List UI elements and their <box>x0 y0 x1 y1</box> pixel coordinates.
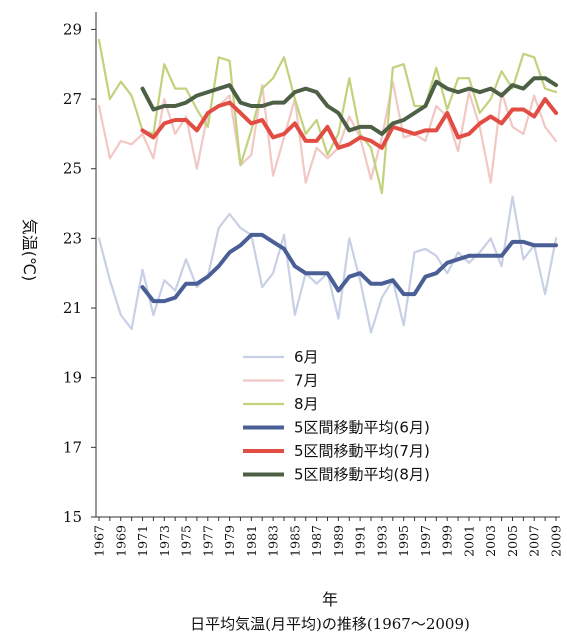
legend-label: 8月 <box>294 395 319 413</box>
y-tick-label: 19 <box>63 369 82 387</box>
x-tick-label: 1983 <box>266 525 281 557</box>
series-lines <box>97 38 558 334</box>
legend: 6月 7月 8月 5区間移動平均(6月) 5区間移動平均(7月) 5区間移動平均(8月) <box>243 348 430 484</box>
series-line-5 <box>140 97 558 150</box>
x-tick-label: 2005 <box>505 525 520 557</box>
x-axis: 1967 1969 1971 1973 1975 1977 1979 1981 1983 1985… <box>92 516 564 557</box>
x-tick-label: 2001 <box>461 525 476 557</box>
series-line-3 <box>97 38 558 195</box>
x-tick-label: 1981 <box>244 525 259 557</box>
x-tick-label: 1995 <box>396 525 411 557</box>
x-tick-label: 1975 <box>179 525 194 557</box>
legend-label: 5区間移動平均(8月) <box>294 466 430 484</box>
x-axis-label: 年 <box>322 590 338 609</box>
legend-label: 6月 <box>294 348 319 366</box>
x-tick-label: 1993 <box>374 525 389 557</box>
x-tick-label: 2009 <box>549 525 564 557</box>
y-tick-label: 15 <box>63 508 82 526</box>
y-tick-label: 25 <box>63 160 82 178</box>
x-tick-label: 1979 <box>222 525 237 557</box>
y-tick-label: 17 <box>63 438 82 456</box>
x-tick-label: 2007 <box>527 525 542 557</box>
x-tick-label: 1971 <box>135 525 150 557</box>
series-line-1 <box>97 195 558 334</box>
y-tick-label: 29 <box>63 20 82 38</box>
y-axis-label: 気温(℃) <box>20 219 39 281</box>
x-tick-label: 1999 <box>440 525 455 557</box>
series-line-6 <box>140 76 558 136</box>
series-line-2 <box>97 80 558 184</box>
y-axis: 15 17 19 21 23 25 27 29 <box>63 12 97 526</box>
chart-caption: 日平均気温(月平均)の推移(1967〜2009) <box>190 615 470 633</box>
legend-label: 5区間移動平均(7月) <box>294 442 430 460</box>
x-tick-label: 1989 <box>331 525 346 557</box>
x-tick-label: 1977 <box>200 525 215 557</box>
x-tick-label: 1985 <box>287 525 302 557</box>
legend-label: 7月 <box>294 372 319 390</box>
legend-label: 5区間移動平均(6月) <box>294 419 430 437</box>
x-tick-label: 1991 <box>353 525 368 557</box>
y-tick-label: 23 <box>63 229 82 247</box>
y-tick-label: 27 <box>63 90 82 108</box>
series-line-4 <box>140 232 558 304</box>
x-tick-label: 1967 <box>92 525 107 557</box>
x-tick-label: 2003 <box>483 525 498 557</box>
x-tick-label: 1997 <box>418 525 433 557</box>
y-tick-label: 21 <box>63 299 82 317</box>
x-tick-label: 1973 <box>157 525 172 557</box>
x-tick-label: 1969 <box>113 525 128 557</box>
x-tick-label: 1987 <box>309 525 324 557</box>
